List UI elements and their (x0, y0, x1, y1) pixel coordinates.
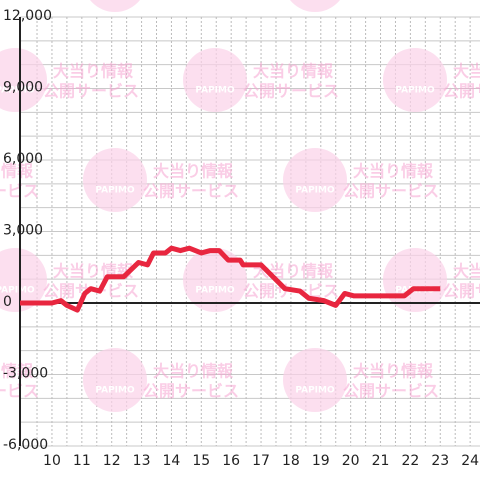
x-tick-label: 20 (342, 453, 360, 469)
watermark-text: 公開サービス (143, 182, 239, 201)
watermark-logo-text: PAPIMO (95, 386, 135, 396)
watermark-logo (0, 248, 47, 312)
data-line (20, 245, 441, 313)
watermark-text: 公開サービス (43, 82, 139, 101)
watermark-logo (283, 348, 347, 412)
watermark-text: 大当り情報 (53, 62, 134, 81)
watermark-text: 公開サービス (143, 382, 239, 401)
x-tick-label: 18 (282, 453, 300, 469)
watermark-logo (183, 248, 247, 312)
watermark-logo (90, 0, 140, 12)
watermark-text: 大当り情報 (353, 162, 434, 181)
watermark-text: 大当り情報 (253, 62, 334, 81)
watermark-logo-text: PAPIMO (0, 86, 35, 96)
x-tick-label: 17 (252, 453, 270, 469)
watermark-logo-text: PAPIMO (295, 386, 335, 396)
y-tick-label: 3,000 (3, 223, 43, 239)
watermark: PAPIMO大当り情報公開サービスPAPIMO大当り情報公開サービスPAPIMO… (0, 0, 480, 412)
y-tick-label: -6,000 (3, 437, 48, 453)
y-tick-label: 0 (3, 294, 12, 310)
watermark-logo-text: PAPIMO (195, 86, 235, 96)
watermark-logo (83, 148, 147, 212)
x-tick-label: 10 (43, 453, 61, 469)
x-tick-label: 19 (312, 453, 330, 469)
watermark-text: 大当り情報 (153, 362, 234, 381)
watermark-logo-text: PAPIMO (395, 86, 435, 96)
x-tick-label: 22 (401, 453, 419, 469)
watermark-logo (83, 348, 147, 412)
y-tick-label: 12,000 (3, 8, 52, 24)
watermark-logo-text: PAPIMO (195, 286, 235, 296)
watermark-text: 大当り情報 (453, 62, 480, 81)
watermark-text: 公開サービス (443, 82, 480, 101)
watermark-text: 大当り情報 (353, 362, 434, 381)
watermark-text: 公開サービス (343, 182, 439, 201)
watermark-logo (183, 48, 247, 112)
watermark-logo-text: PAPIMO (0, 286, 35, 296)
watermark-text: 大当り情報 (0, 362, 34, 381)
watermark-logo-text: PAPIMO (95, 186, 135, 196)
y-tick-label: 9,000 (3, 80, 43, 96)
watermark-text: 大当り情報 (153, 162, 234, 181)
watermark-logo (290, 0, 340, 12)
x-tick-label: 24 (461, 453, 479, 469)
y-tick-label: -3,000 (3, 366, 48, 382)
y-tick-label: 6,000 (3, 151, 43, 167)
watermark-text: 公開サービス (143, 0, 239, 1)
watermark-text: 公開サービス (343, 382, 439, 401)
x-tick-label: 12 (103, 453, 121, 469)
watermark-logo (383, 48, 447, 112)
watermark-logo (283, 148, 347, 212)
x-tick-label: 11 (73, 453, 91, 469)
watermark-text: 公開サービス (0, 0, 39, 1)
watermark-logo-text: PAPIMO (295, 186, 335, 196)
x-tick-label: 14 (163, 453, 181, 469)
watermark-text: 公開サービス (343, 0, 439, 1)
watermark-text: 大当り情報 (453, 262, 480, 281)
x-tick-label: 13 (133, 453, 151, 469)
x-tick-label: 15 (192, 453, 210, 469)
x-tick-label: 16 (222, 453, 240, 469)
watermark-text: 公開サービス (243, 82, 339, 101)
watermark-text: 公開サービス (443, 282, 480, 301)
x-tick-label: 23 (431, 453, 449, 469)
watermark-logo (0, 48, 47, 112)
x-tick-label: 21 (372, 453, 390, 469)
watermark-text: 大当り情報 (0, 162, 34, 181)
